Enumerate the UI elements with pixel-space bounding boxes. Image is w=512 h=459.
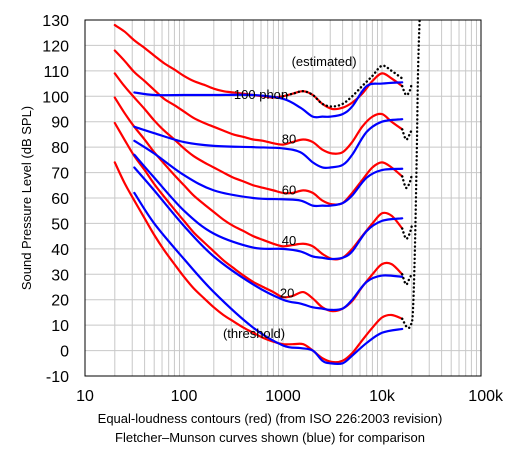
y-tick-label: 20 (51, 293, 69, 310)
y-tick-label: 100 (42, 89, 69, 106)
y-axis-title: Sound Pressure Level (dB SPL) (19, 106, 34, 290)
fletcher-munson-line-6 (133, 81, 404, 119)
estimated-dotted-line-18 (401, 18, 421, 330)
y-tick-label: 50 (51, 216, 69, 233)
y-tick-label: -10 (46, 369, 69, 386)
curve-annotation: 80 (282, 132, 296, 147)
y-tick-label: 80 (51, 140, 69, 157)
fletcher-munson-line-9 (133, 153, 404, 261)
curve-annotation: (estimated) (292, 54, 357, 69)
curve-annotation: (threshold) (223, 326, 285, 341)
y-tick-labels: -10 0 10 20 30 40 50 60 70 80 90 100 110 120 130 (42, 13, 69, 386)
y-tick-label: 130 (42, 13, 69, 30)
y-tick-label: 90 (51, 115, 69, 132)
y-tick-label: 60 (51, 191, 69, 208)
curve-annotation: 60 (282, 182, 296, 197)
x-tick-label: 10k (369, 388, 396, 405)
curve-annotation: 20 (280, 285, 294, 300)
x-tick-labels: 10 100 1000 10k 100k (76, 388, 504, 405)
fletcher-munson-line-11 (133, 191, 404, 366)
x-tick-label: 10 (76, 388, 94, 405)
x-tick-label: 1000 (265, 388, 301, 405)
fletcher-munson-line-8 (133, 139, 404, 208)
y-tick-label: 120 (42, 38, 69, 55)
fletcher-munson-line-7 (133, 118, 404, 170)
y-tick-label: 10 (51, 318, 69, 335)
iso-contour-line-3 (113, 96, 404, 261)
estimated-dotted-line-16 (401, 224, 413, 240)
x-tick-label: 100 (171, 388, 198, 405)
curve-annotation: 40 (282, 233, 296, 248)
grid (85, 20, 481, 376)
iso-contour-line-5 (113, 161, 404, 364)
estimated-dotted-line-12 (281, 64, 404, 108)
y-tick-label: 0 (60, 344, 69, 361)
plot-frame (84, 19, 482, 377)
y-tick-label: 40 (51, 242, 69, 259)
y-tick-label: 30 (51, 267, 69, 284)
y-tick-label: 110 (43, 64, 69, 81)
estimated-dotted-line-17 (401, 273, 413, 286)
iso-contour-line-1 (113, 49, 404, 155)
iso-contour-line-2 (113, 72, 404, 206)
x-tick-label: 100k (468, 388, 504, 405)
curve-annotations: (estimated) 100 phon 80 60 40 20 (threshold) (223, 54, 357, 341)
series-group (113, 18, 421, 366)
fletcher-munson-line-10 (133, 166, 404, 312)
estimated-dotted-line-14 (401, 128, 413, 141)
caption-line-1: Equal-loudness contours (red) (from ISO … (98, 411, 443, 426)
curve-annotation: 100 phon (234, 87, 288, 102)
estimated-dotted-line-13 (401, 82, 413, 97)
y-tick-label: 70 (51, 166, 69, 183)
caption-line-2: Fletcher–Munson curves shown (blue) for … (115, 430, 425, 445)
